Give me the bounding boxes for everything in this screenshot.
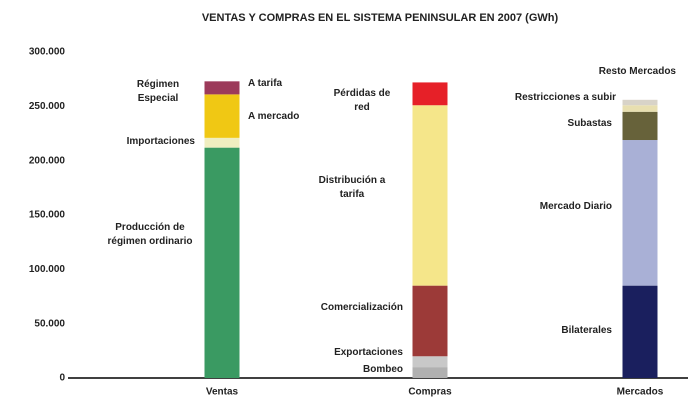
segment-label: Pérdidas de red xyxy=(333,88,391,113)
y-tick-label: 250.000 xyxy=(29,101,66,112)
segment-label: Comercialización xyxy=(320,302,403,313)
y-tick-label: 50.000 xyxy=(34,318,65,329)
annotation: Régimen Especial xyxy=(136,79,180,104)
bar-segment xyxy=(622,285,658,378)
x-tick-label: Compras xyxy=(408,387,452,398)
y-tick-label: 300.000 xyxy=(29,47,66,58)
y-tick-label: 0 xyxy=(59,373,65,384)
segment-label: Bombeo xyxy=(363,364,403,375)
segment-label: A tarifa xyxy=(248,78,283,89)
segment-label: Producción de régimen ordinario xyxy=(107,222,193,247)
segment-label: Bilaterales xyxy=(561,325,612,336)
segment-label: Mercado Diario xyxy=(539,201,612,212)
segment-label: A mercado xyxy=(248,111,300,122)
chart-title: VENTAS Y COMPRAS EN EL SISTEMA PENINSULA… xyxy=(202,12,559,24)
bar-segment xyxy=(622,105,658,112)
bar-segment xyxy=(204,94,240,138)
bar-segment xyxy=(622,99,658,106)
y-tick-label: 150.000 xyxy=(29,210,66,221)
y-tick-label: 100.000 xyxy=(29,264,66,275)
bar-segment xyxy=(412,356,448,368)
segment-label: Restricciones a subir xyxy=(514,92,616,103)
bar-segment xyxy=(622,140,658,286)
bar-segment xyxy=(622,111,658,141)
x-tick-label: Ventas xyxy=(206,387,239,398)
segment-label: Distribución a tarifa xyxy=(318,175,386,200)
segment-label: Subastas xyxy=(567,118,612,129)
segment-label: Importaciones xyxy=(126,136,195,147)
bar-segment xyxy=(412,105,448,286)
segment-label: Resto Mercados xyxy=(598,66,676,77)
bar-segment xyxy=(412,367,448,378)
y-tick-label: 200.000 xyxy=(29,155,66,166)
bar-segment xyxy=(204,81,240,95)
bar-segment xyxy=(204,137,240,148)
bar-segment xyxy=(204,147,240,378)
bar-segment xyxy=(412,82,448,106)
segment-label: Exportaciones xyxy=(334,347,403,358)
x-tick-label: Mercados xyxy=(617,387,664,398)
bar-segment xyxy=(412,285,448,357)
